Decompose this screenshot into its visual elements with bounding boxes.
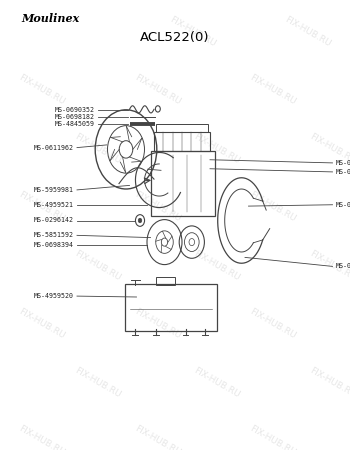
Text: MS-0698182: MS-0698182 [55,114,95,120]
Text: FIX-HUB.RU: FIX-HUB.RU [133,307,182,341]
Text: FIX-HUB.RU: FIX-HUB.RU [133,190,182,224]
Text: FIX-HUB.RU: FIX-HUB.RU [18,307,66,341]
Text: MS-5959981: MS-5959981 [34,187,74,193]
Text: MS-0690352: MS-0690352 [55,107,95,113]
Text: FIX-HUB.RU: FIX-HUB.RU [308,249,350,282]
Text: FIX-HUB.RU: FIX-HUB.RU [74,366,122,399]
Text: MS-0296142: MS-0296142 [34,217,74,224]
Text: MS-0698394: MS-0698394 [34,242,74,248]
Text: FIX-HUB.RU: FIX-HUB.RU [193,366,242,399]
Bar [154,132,210,151]
Text: FIX-HUB.RU: FIX-HUB.RU [168,15,217,48]
Text: FIX-HUB.RU: FIX-HUB.RU [18,190,66,224]
Text: MS-0696705: MS-0696705 [335,202,350,208]
Text: FIX-HUB.RU: FIX-HUB.RU [284,15,332,48]
Text: FIX-HUB.RU: FIX-HUB.RU [248,190,298,224]
Text: Moulinex: Moulinex [21,14,79,24]
Text: FIX-HUB.RU: FIX-HUB.RU [193,249,242,282]
Bar [156,277,175,285]
Text: FIX-HUB.RU: FIX-HUB.RU [18,424,66,450]
Text: FIX-HUB.RU: FIX-HUB.RU [308,366,350,399]
Text: FIX-HUB.RU: FIX-HUB.RU [248,424,298,450]
Text: MS-0698411: MS-0698411 [335,169,350,175]
Text: MS-4959521: MS-4959521 [34,202,74,208]
Text: FIX-HUB.RU: FIX-HUB.RU [133,73,182,107]
Text: MS-4959520: MS-4959520 [34,293,74,299]
Text: ACL522(0): ACL522(0) [140,32,210,45]
Bar [150,151,215,216]
Text: MS-0611962: MS-0611962 [34,144,74,151]
Text: MS-0698409: MS-0698409 [335,160,350,166]
Text: FIX-HUB.RU: FIX-HUB.RU [74,132,122,165]
Text: FIX-HUB.RU: FIX-HUB.RU [193,132,242,165]
Text: MS-0698393: MS-0698393 [335,263,350,270]
Text: FIX-HUB.RU: FIX-HUB.RU [74,249,122,282]
Bar [156,124,208,132]
Text: FIX-HUB.RU: FIX-HUB.RU [248,307,298,341]
Text: MS-5851592: MS-5851592 [34,232,74,239]
Text: MS-4845059: MS-4845059 [55,121,95,127]
Text: FIX-HUB.RU: FIX-HUB.RU [308,132,350,165]
Text: FIX-HUB.RU: FIX-HUB.RU [248,73,298,107]
Circle shape [138,218,142,223]
Text: FIX-HUB.RU: FIX-HUB.RU [133,424,182,450]
Text: FIX-HUB.RU: FIX-HUB.RU [18,73,66,107]
